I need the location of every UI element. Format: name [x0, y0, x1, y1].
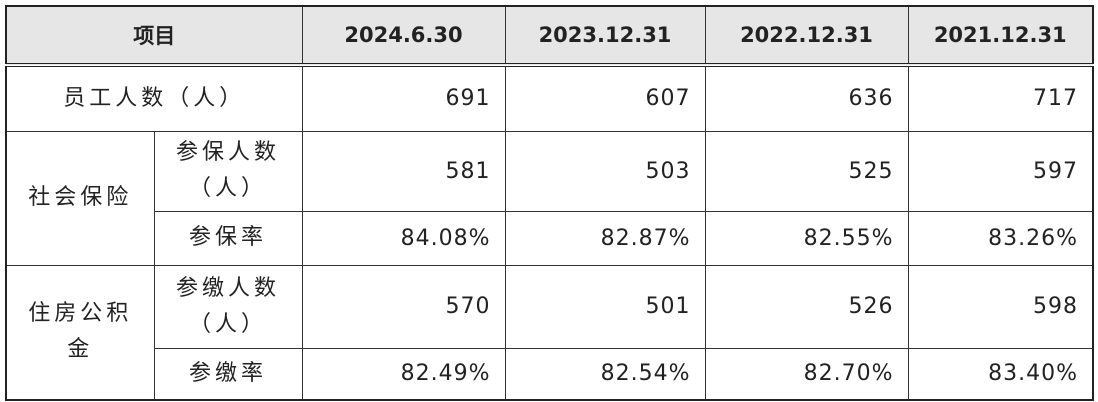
row-label: 参保人数（人）	[153, 130, 303, 212]
cell: 82.54%	[504, 347, 706, 401]
row: 参保率 84.08% 82.87% 82.55% 83.26%	[6, 210, 1094, 266]
header-cell: 2022.12.31	[704, 5, 909, 67]
header-row: 项目 2024.6.30 2023.12.31 2022.12.31 2021.…	[5, 5, 1094, 67]
cell: 84.08%	[301, 210, 506, 266]
cell: 570	[301, 264, 506, 349]
cell: 525	[704, 130, 909, 212]
row-label: 参缴率	[153, 347, 303, 401]
header-cell: 2023.12.31	[504, 5, 706, 67]
cell: 607	[504, 64, 706, 132]
row-label: 员工人数（人）	[5, 64, 303, 132]
cell: 83.40%	[907, 347, 1094, 401]
cell: 82.87%	[504, 210, 706, 266]
row-label: 参缴人数（人）	[153, 264, 303, 349]
group-label: 住房公积金	[5, 264, 155, 401]
row: 住房公积金 参缴人数（人） 570 501 526 598	[5, 264, 1094, 401]
cell: 82.55%	[704, 210, 909, 266]
header-cell: 2024.6.30	[301, 5, 506, 67]
cell: 581	[301, 130, 506, 212]
cell: 83.26%	[907, 210, 1094, 266]
cell: 717	[907, 64, 1094, 132]
cell: 597	[907, 130, 1094, 212]
row-label: 参保率	[153, 210, 303, 266]
cell: 598	[907, 264, 1094, 349]
cell: 636	[704, 64, 909, 132]
header-cell: 项目	[5, 5, 303, 67]
header-cell: 2021.12.31	[907, 5, 1094, 67]
cell: 82.49%	[301, 347, 506, 401]
row: 参缴率 82.49% 82.54% 82.70% 83.40%	[6, 347, 1094, 401]
cell: 526	[704, 264, 909, 349]
row: 社会保险 参保人数（人） 581 503 525 597	[5, 130, 1094, 266]
group-label: 社会保险	[5, 130, 155, 266]
cell: 82.70%	[704, 347, 909, 401]
cell: 691	[301, 64, 506, 132]
cell: 501	[504, 264, 706, 349]
data-table: 项目 2024.6.30 2023.12.31 2022.12.31 2021.…	[5, 5, 1094, 401]
cell: 503	[504, 130, 706, 212]
total-row: 员工人数（人） 691 607 636 717	[5, 64, 1094, 132]
